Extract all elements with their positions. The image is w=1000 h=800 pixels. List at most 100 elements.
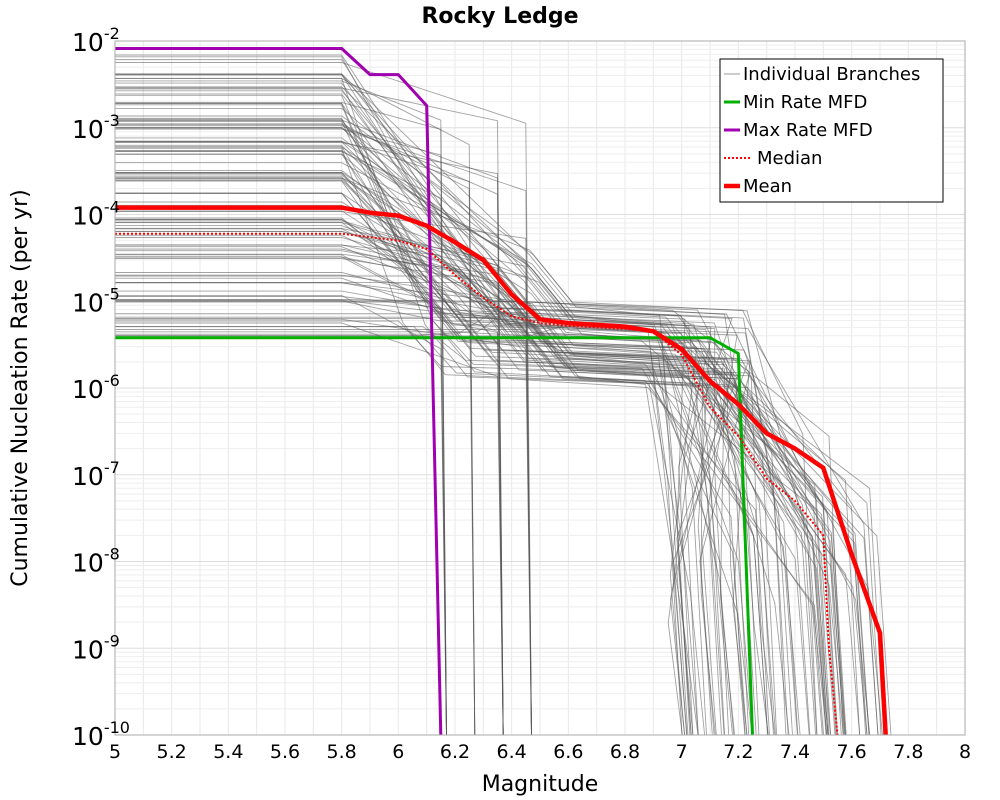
branch-line (115, 82, 845, 736)
branch-line (115, 117, 726, 736)
branch-line (115, 54, 711, 736)
x-tick-label: 8 (959, 741, 971, 763)
branch-line (115, 234, 837, 736)
branch-line (115, 146, 861, 736)
branch-line (115, 294, 447, 736)
x-tick-label: 5.6 (270, 741, 300, 763)
x-tick-label: 7.2 (723, 741, 753, 763)
branch-line (115, 62, 532, 736)
branch-line (115, 90, 733, 736)
branch-line (115, 256, 447, 736)
series-mean (115, 205, 888, 736)
branch-line (115, 123, 476, 736)
y-tick-label: 10-4 (72, 198, 120, 231)
x-tick-label: 7.4 (780, 741, 810, 763)
branch-line (115, 318, 532, 736)
branch-line (115, 150, 847, 736)
branch-line (115, 102, 829, 736)
x-tick-label: 7.8 (893, 741, 923, 763)
branch-line (115, 192, 746, 736)
branch-line (115, 115, 691, 736)
branch-line (115, 320, 739, 736)
branch-line (115, 174, 842, 736)
branch-line (115, 237, 892, 736)
branch-line (115, 144, 846, 736)
x-tick-label: 5.2 (157, 741, 187, 763)
series-lines (115, 47, 888, 736)
y-tick-labels: 10-2 10-3 10-4 10-5 10-6 10-7 10-8 10-9 10-10 (72, 24, 130, 751)
x-tick-labels: 5 5.2 5.4 5.6 5.8 6 6.2 6.4 6.6 6.8 7 7.2 7.4 7.6 7.8 8 (109, 741, 971, 763)
x-tick-label: 5 (109, 741, 121, 763)
branch-line (115, 290, 532, 736)
branch-line (115, 140, 476, 736)
x-tick-label: 6.6 (553, 741, 583, 763)
branch-line (115, 221, 733, 736)
plot-frame (114, 40, 966, 736)
x-tick-label: 6.8 (610, 741, 640, 763)
x-tick-label: 6.4 (497, 741, 527, 763)
x-tick-label: 6 (392, 741, 404, 763)
x-tick-label: 5.4 (213, 741, 243, 763)
legend-label: Median (757, 148, 822, 169)
branch-line (115, 250, 801, 736)
branch-line (115, 282, 716, 736)
legend-box (719, 58, 944, 203)
branch-line (115, 80, 447, 736)
branch-line (115, 313, 713, 736)
branch-line (115, 104, 829, 736)
x-axis-label: Magnitude (482, 772, 599, 797)
branch-line (115, 317, 751, 736)
legend-label: Min Rate MFD (743, 92, 867, 113)
branch-line (115, 120, 818, 736)
branch-line (115, 254, 447, 736)
branch-line (115, 170, 867, 736)
branch-line (115, 172, 778, 736)
x-tick-label: 7.6 (837, 741, 867, 763)
branch-line (115, 225, 769, 736)
branch-line (115, 299, 882, 736)
branch-line (115, 227, 532, 736)
branch-line (115, 193, 688, 736)
branch-line (115, 94, 730, 736)
branch-line (115, 176, 770, 736)
legend-label: Individual Branches (743, 64, 920, 85)
y-tick-label: 10-5 (72, 284, 120, 317)
series-median (115, 232, 839, 736)
x-tick-label: 5.8 (327, 741, 357, 763)
legend: Individual Branches Min Rate MFD Max Rate … (719, 58, 944, 203)
x-tick-label: 6.2 (440, 741, 470, 763)
chart-title: Rocky Ledge (421, 4, 578, 29)
branch-line (115, 331, 830, 736)
branch-line (115, 141, 701, 736)
y-tick-label: 10-10 (72, 718, 130, 751)
branch-line (115, 73, 760, 736)
branch-line (115, 211, 532, 736)
branch-line (115, 244, 774, 736)
y-tick-label: 10-6 (72, 371, 120, 404)
branch-line (115, 325, 736, 736)
branch-line (115, 204, 847, 736)
legend-label: Mean (743, 176, 792, 197)
branch-line (115, 120, 846, 736)
branch-line (115, 150, 776, 736)
branch-line (115, 272, 735, 736)
y-tick-label: 10-8 (72, 545, 120, 578)
x-tick-label: 7 (676, 741, 688, 763)
branch-line (115, 123, 879, 736)
branch-line (115, 147, 706, 736)
branch-line (115, 219, 769, 736)
y-tick-label: 10-2 (72, 24, 120, 57)
branch-line (115, 59, 811, 736)
branch-line (115, 248, 725, 736)
series-min-rate-mfd (115, 336, 754, 736)
branch-line (115, 177, 824, 736)
legend-label: Max Rate MFD (743, 120, 873, 141)
branch-line (115, 300, 504, 736)
branch-line (115, 201, 831, 736)
y-axis-label: Cumulative Nucleation Rate (per yr) (8, 189, 33, 587)
y-tick-label: 10-3 (72, 111, 120, 144)
branch-line (115, 142, 504, 736)
y-tick-label: 10-9 (72, 631, 120, 664)
branch-line (115, 277, 504, 736)
